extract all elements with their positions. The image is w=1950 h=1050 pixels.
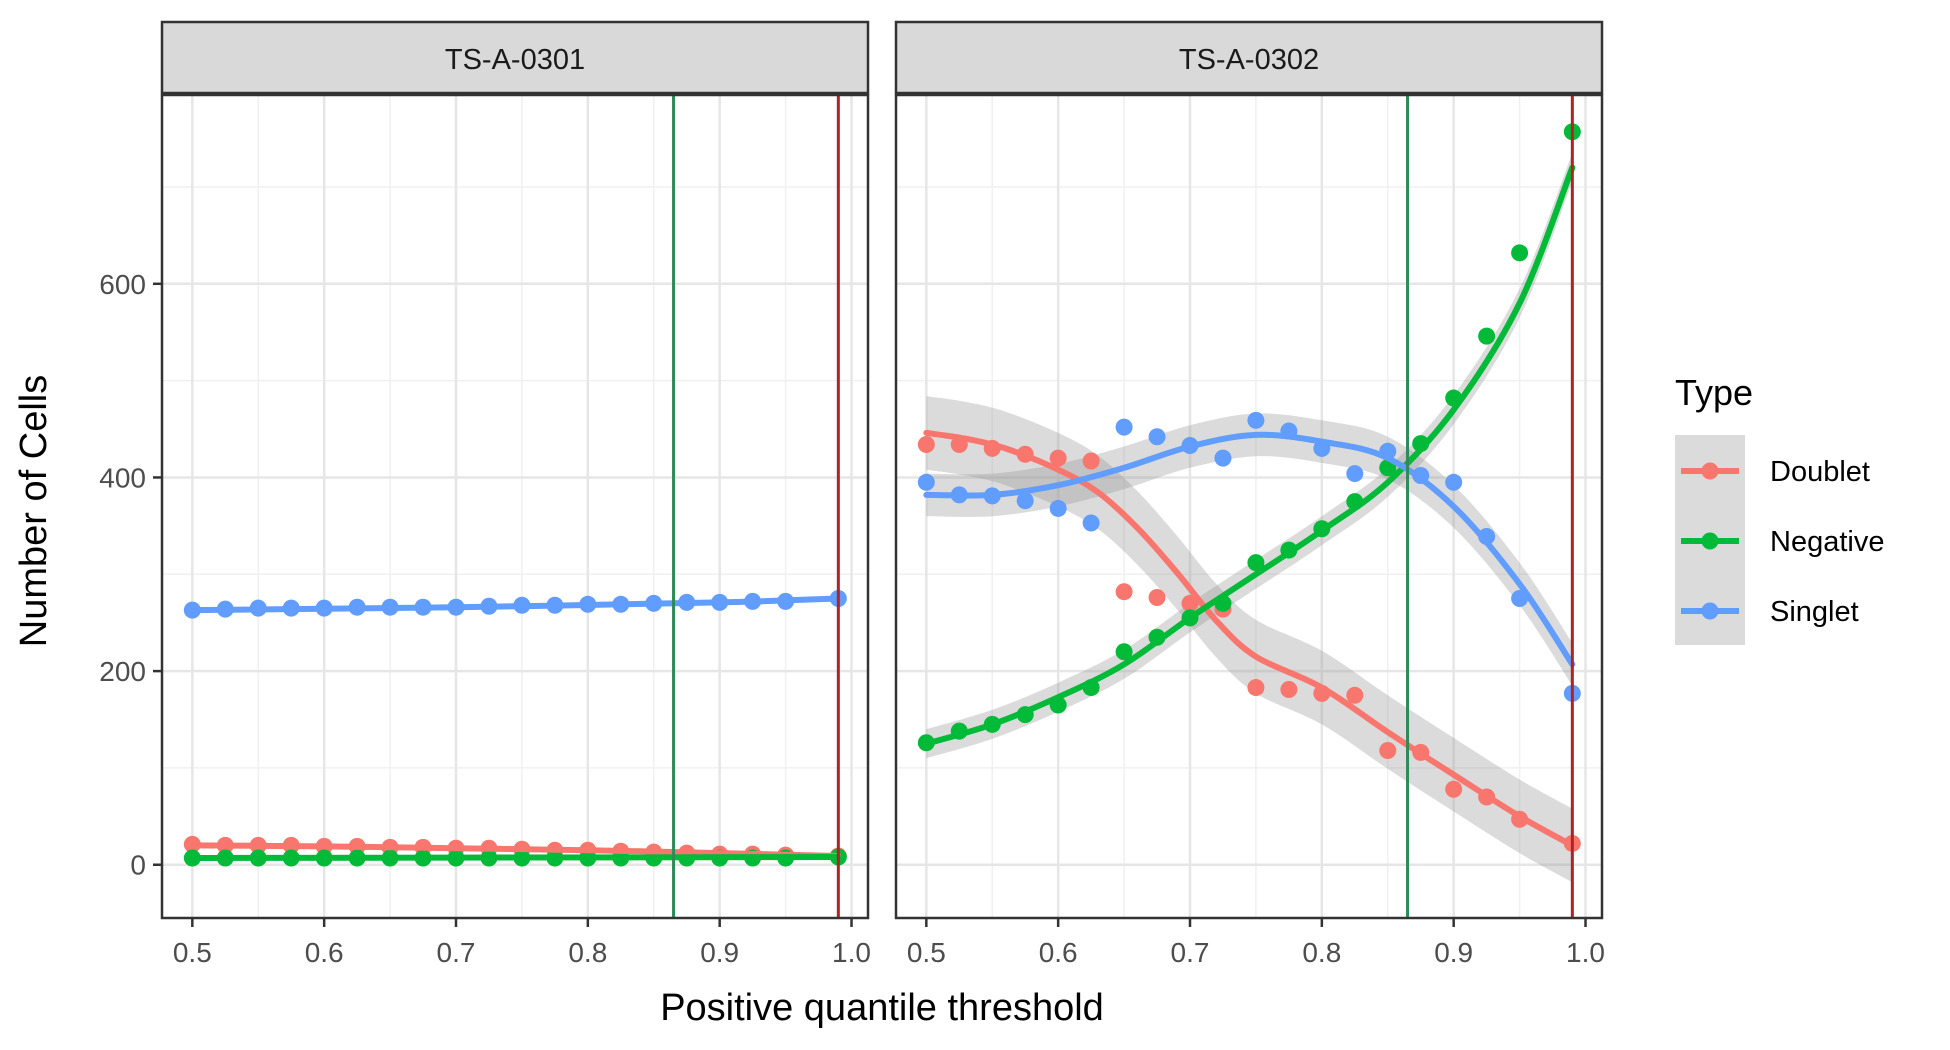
point-doublet <box>1247 679 1265 697</box>
x-tick-label: 1.0 <box>832 937 871 968</box>
legend: Type Doublet Negative Singlet <box>1675 372 1884 645</box>
point-singlet <box>1016 492 1034 510</box>
x-tick-label: 0.5 <box>173 937 212 968</box>
point-negative <box>1115 643 1133 661</box>
facet-strip-label: TS-A-0301 <box>445 44 585 76</box>
facet-strip <box>160 20 870 95</box>
y-tick-label: 200 <box>99 656 146 687</box>
y-tick-label: 400 <box>99 462 146 493</box>
point-singlet <box>917 473 935 491</box>
legend-entry-negative: Negative <box>1770 526 1884 558</box>
x-tick-label: 0.9 <box>1434 937 1473 968</box>
point-doublet <box>917 436 935 454</box>
panel-border <box>160 93 870 920</box>
legend-key-point-negative <box>1701 532 1719 550</box>
point-doublet <box>1115 583 1133 601</box>
point-singlet <box>1049 499 1067 517</box>
point-negative <box>1247 554 1265 572</box>
legend-title: Type <box>1675 372 1753 413</box>
x-tick-label: 0.7 <box>437 937 476 968</box>
y-axis-label: Number of Cells <box>13 375 55 647</box>
point-singlet <box>1346 465 1364 483</box>
panel-TS-A-0301: TS-A-0301 0.5 0.6 0.7 0.8 0.9 1.0 0 200 400 600 <box>99 20 871 968</box>
confidence-band-singlet <box>926 413 1573 686</box>
x-tick-label: 0.9 <box>700 937 739 968</box>
x-tick-label: 0.7 <box>1171 937 1210 968</box>
facet-strip <box>894 20 1604 95</box>
point-singlet <box>1115 418 1133 436</box>
panel-background <box>162 95 868 918</box>
legend-key-point-singlet <box>1701 602 1719 620</box>
point-doublet <box>1082 452 1100 470</box>
x-axis-label: Positive quantile threshold <box>660 987 1104 1029</box>
smooth-line-singlet <box>189 595 842 614</box>
point-doublet <box>1181 594 1199 612</box>
point-doublet <box>1280 680 1298 698</box>
point-singlet <box>1247 411 1265 429</box>
facet-strip-label: TS-A-0302 <box>1179 44 1319 76</box>
point-doublet <box>1148 589 1166 607</box>
smooth-line-singlet <box>923 431 1576 668</box>
x-tick-label: 0.8 <box>1302 937 1341 968</box>
smooth-line-negative <box>189 854 842 861</box>
point-doublet <box>1346 686 1364 704</box>
x-tick-label: 0.8 <box>568 937 607 968</box>
smooth-line-doublet <box>189 842 842 859</box>
y-tick-label: 0 <box>130 850 146 881</box>
legend-key-point-doublet <box>1701 462 1719 480</box>
point-doublet <box>1049 449 1067 467</box>
panel-background <box>896 95 1602 918</box>
x-tick-label: 0.6 <box>1039 937 1078 968</box>
point-singlet <box>1214 449 1232 467</box>
x-tick-label: 0.5 <box>907 937 946 968</box>
legend-entry-singlet: Singlet <box>1770 596 1859 628</box>
x-tick-label: 0.6 <box>305 937 344 968</box>
smooth-line-negative <box>923 164 1576 747</box>
legend-entry-doublet: Doublet <box>1770 456 1870 488</box>
point-doublet <box>1445 780 1463 798</box>
point-doublet <box>1379 741 1397 759</box>
point-negative <box>1511 244 1529 262</box>
panel-border <box>894 93 1604 920</box>
point-singlet <box>1445 473 1463 491</box>
point-negative <box>1478 327 1496 345</box>
y-tick-label: 600 <box>99 269 146 300</box>
point-singlet <box>1148 428 1166 446</box>
panel-TS-A-0302: TS-A-0302 0.5 0.6 0.7 0.8 0.9 1.0 <box>894 20 1605 968</box>
x-tick-label: 1.0 <box>1566 937 1605 968</box>
point-singlet <box>1082 514 1100 532</box>
